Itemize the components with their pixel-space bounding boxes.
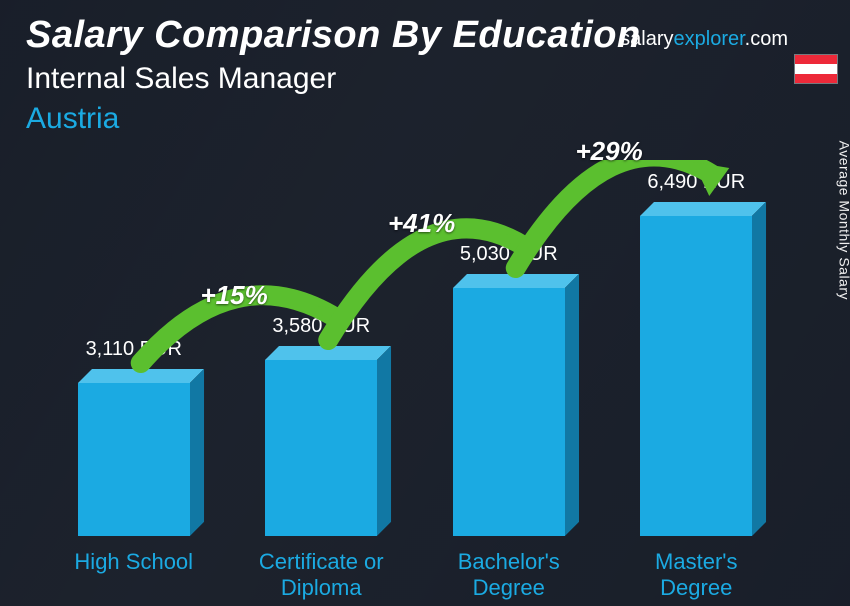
brand-prefix: salary bbox=[620, 28, 673, 50]
chart-title: Salary Comparison By Education bbox=[26, 14, 641, 57]
bar bbox=[640, 216, 752, 536]
bar-face-front bbox=[453, 288, 565, 536]
bar-face-side bbox=[752, 202, 766, 536]
bar bbox=[453, 288, 565, 536]
bars-container: 3,110 EUR 3,580 EUR 5,030 EUR 6,490 EUR bbox=[40, 160, 790, 536]
bar-value-label: 5,030 EUR bbox=[460, 243, 558, 266]
x-axis-label: Certificate orDiploma bbox=[228, 549, 416, 600]
chart-area: 3,110 EUR3,580 EUR5,030 EUR6,490 EUR +15… bbox=[40, 160, 790, 536]
bar-group: 5,030 EUR bbox=[415, 243, 603, 536]
brand-accent: explorer bbox=[674, 28, 745, 50]
bar-face-front bbox=[78, 383, 190, 536]
bar-face-side bbox=[190, 369, 204, 536]
chart-subtitle: Internal Sales Manager bbox=[26, 62, 336, 96]
bar-group: 6,490 EUR bbox=[603, 171, 791, 536]
chart-country: Austria bbox=[26, 102, 119, 136]
brand-suffix: .com bbox=[745, 28, 788, 50]
bar-face-top bbox=[265, 346, 391, 360]
y-axis-label: Average Monthly Salary bbox=[836, 141, 850, 300]
bar-value-label: 6,490 EUR bbox=[647, 171, 745, 194]
bar-face-front bbox=[265, 360, 377, 536]
bar-face-front bbox=[640, 216, 752, 536]
brand-label: salaryexplorer.com bbox=[620, 28, 788, 51]
bar bbox=[265, 360, 377, 536]
bar-group: 3,580 EUR bbox=[228, 315, 416, 536]
x-axis-label: Master'sDegree bbox=[603, 549, 791, 600]
bar-face-side bbox=[377, 346, 391, 536]
bar-value-label: 3,580 EUR bbox=[272, 315, 370, 338]
x-axis-label: High School bbox=[40, 549, 228, 600]
bar-value-label: 3,110 EUR bbox=[86, 338, 182, 361]
flag-stripe-mid bbox=[795, 64, 837, 73]
bar-face-top bbox=[78, 369, 204, 383]
bar-group: 3,110 EUR bbox=[40, 338, 228, 536]
bar bbox=[78, 383, 190, 536]
flag-stripe-bot bbox=[795, 74, 837, 83]
x-axis-label: Bachelor'sDegree bbox=[415, 549, 603, 600]
infographic-stage: Salary Comparison By Education Internal … bbox=[0, 0, 850, 606]
bar-face-top bbox=[453, 274, 579, 288]
bar-face-side bbox=[565, 274, 579, 536]
x-axis-labels: High SchoolCertificate orDiplomaBachelor… bbox=[40, 549, 790, 600]
flag-stripe-top bbox=[795, 55, 837, 64]
bar-face-top bbox=[640, 202, 766, 216]
flag-austria bbox=[794, 54, 838, 84]
